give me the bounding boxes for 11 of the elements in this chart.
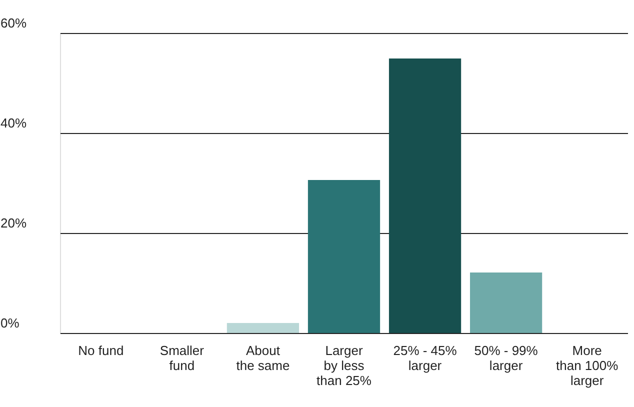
x-tick-label: 50% - 99% larger [474,343,538,373]
x-tick-label: 25% - 45% larger [393,343,458,373]
y-tick-label: 20% [0,216,27,230]
y-tick-label: 0% [0,316,20,330]
y-tick-label: 40% [0,116,27,130]
x-tick-label: More than 100% larger [556,343,619,388]
x-tick-label: Smaller fund [160,343,205,373]
y-tick-label: 60% [0,16,27,30]
x-tick-label: About the same [236,343,290,373]
x-tick-label: No fund [78,343,124,358]
x-tick-label: Larger by less than 25% [316,343,372,388]
